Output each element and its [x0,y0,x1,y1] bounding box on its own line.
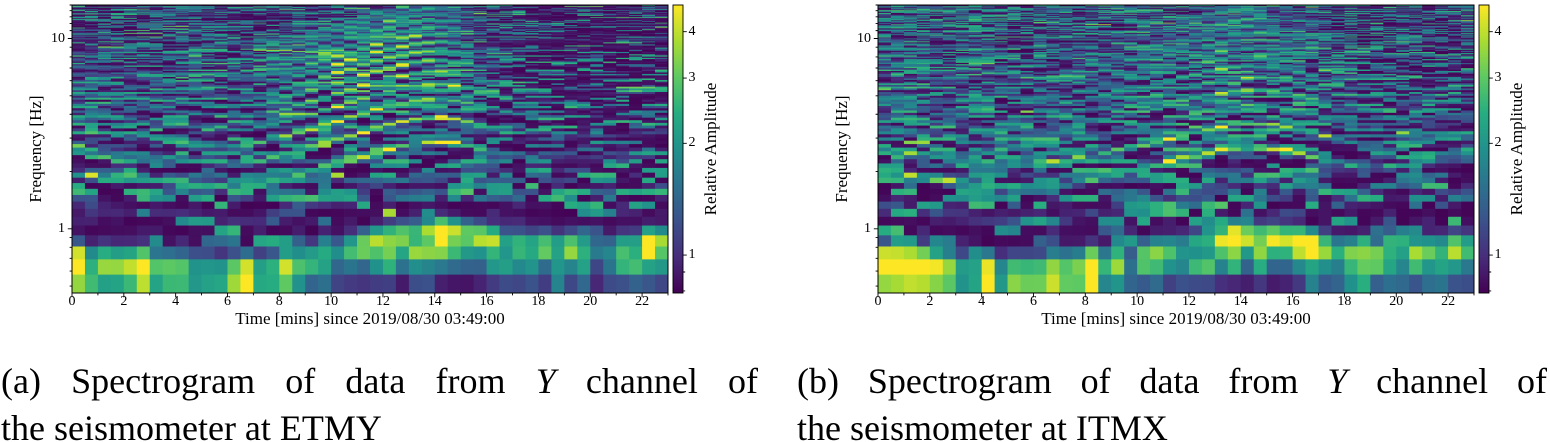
caption-line: (b) Spectrogram of data from Y channel o… [797,358,1547,405]
caption-text: the seismometer at ITMX [797,408,1168,442]
caption-text: channel of [555,361,758,401]
y-tick-label: 1 [864,220,871,236]
x-tick-label: 18 [531,294,546,309]
y-tick-label: 10 [51,30,65,46]
x-axis-label: Time [mins] since 2019/08/30 03:49:00 [1041,309,1311,328]
colorbar-tick-label: 1 [688,247,696,263]
x-tick-label: 12 [1181,294,1196,309]
x-tick-label: 12 [375,294,390,309]
x-tick-label: 10 [1130,294,1145,309]
x-tick-label: 8 [275,294,283,309]
colorbar-tick-label: 4 [688,23,696,39]
y-axis-label: Frequency [Hz] [26,95,45,203]
x-tick-label: 8 [1081,294,1089,309]
x-tick-label: 22 [1441,294,1456,309]
x-tick-label: 0 [68,294,76,309]
caption-a: (a) Spectrogram of data from Y channel o… [1,358,758,442]
x-tick-label: 22 [635,294,650,309]
caption-text: (b) Spectrogram of data from [797,361,1328,401]
colorbar-label: Relative Amplitude [1507,82,1526,216]
y-tick-label: 10 [857,30,871,46]
colorbar-tick-label: 2 [688,135,696,151]
caption-text: channel of [1347,361,1547,401]
colorbar-label: Relative Amplitude [701,82,720,216]
x-tick-label: 16 [479,294,494,309]
caption-text: (a) Spectrogram of data from [1,361,536,401]
colorbar-tick-label: 2 [1494,135,1502,151]
caption-line: the seismometer at ITMX [797,405,1547,442]
colorbar-tick-label: 3 [1494,70,1502,86]
x-tick-label: 2 [926,294,934,309]
x-axis-label: Time [mins] since 2019/08/30 03:49:00 [235,309,505,328]
caption-b: (b) Spectrogram of data from Y channel o… [797,358,1547,442]
x-tick-label: 20 [583,294,598,309]
y-tick-label: 1 [58,220,65,236]
x-tick-label: 4 [978,294,986,309]
x-tick-label: 20 [1389,294,1404,309]
colorbar-tick-label: 1 [1494,247,1502,263]
x-tick-label: 16 [1285,294,1300,309]
caption-italic-symbol: Y [535,361,556,401]
x-tick-label: 6 [223,294,231,309]
x-tick-label: 6 [1029,294,1037,309]
colorbar-tick-label: 3 [688,70,696,86]
x-tick-label: 14 [1233,294,1248,309]
x-tick-label: 18 [1337,294,1352,309]
x-tick-label: 10 [324,294,339,309]
caption-italic-symbol: Y [1327,361,1348,401]
x-tick-label: 4 [172,294,180,309]
x-tick-label: 0 [874,294,882,309]
y-axis-label: Frequency [Hz] [832,95,851,203]
x-tick-label: 2 [120,294,128,309]
caption-line: (a) Spectrogram of data from Y channel o… [1,358,758,405]
caption-text: the seismometer at ETMY [1,408,382,442]
colorbar-tick-label: 4 [1494,23,1502,39]
x-tick-label: 14 [427,294,442,309]
caption-line: the seismometer at ETMY [1,405,758,442]
